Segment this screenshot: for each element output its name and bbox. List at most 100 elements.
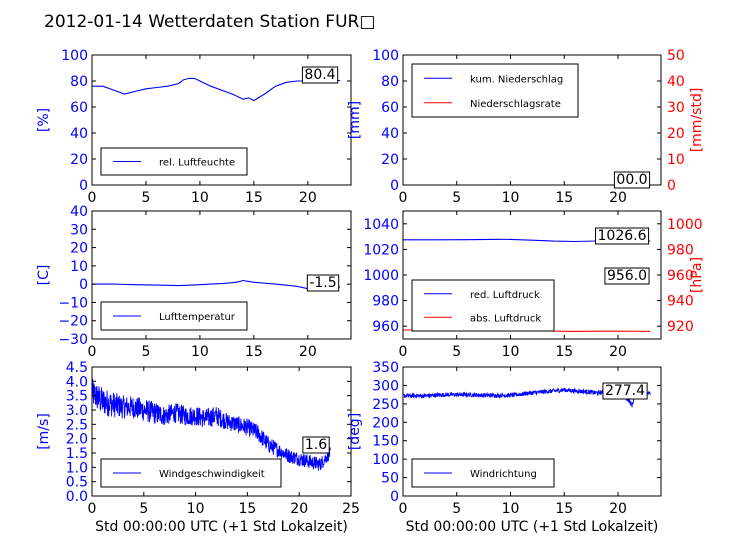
x-tick-label: 20 [609, 190, 627, 206]
axes-frame [91, 54, 352, 186]
panel-humidity: 0 5 10 15 20 0 20 40 60 80 100 [%] rel. Luftfeuchte 8… [36, 48, 352, 206]
legend-entry: Niederschlagsrate [470, 99, 561, 110]
y2-tick-label: 20 [667, 126, 685, 142]
value-annotation: 1026.6 [598, 228, 647, 244]
y-tick-label: 1.5 [66, 446, 88, 462]
y-tick-label: 4.0 [66, 374, 88, 390]
y-tick-label: −20 [58, 314, 88, 330]
legend-entry: abs. Luftdruck [470, 313, 541, 324]
y-axis-label: [deg] [347, 413, 363, 450]
legend: Lufttemperatur [100, 301, 248, 331]
x-tick-label: 15 [245, 344, 263, 360]
x-tick-label: 20 [299, 190, 317, 206]
y-tick-label: 0 [79, 277, 88, 293]
y-tick-label: 20 [381, 152, 399, 168]
y2-axis-label: [hPa] [689, 257, 705, 293]
y-tick-label: 10 [70, 259, 88, 275]
value-annotation-box [595, 227, 650, 245]
y-tick-label: 0 [79, 178, 88, 194]
y-axis-label: [%] [36, 108, 52, 132]
x-tick-label: 10 [187, 501, 205, 517]
axes-frame [402, 366, 662, 497]
x-tick-label: 15 [555, 190, 573, 206]
x-tick-label: 5 [452, 344, 461, 360]
legend-entry: Windrichtung [470, 469, 537, 480]
axes-frame [91, 210, 352, 340]
x-tick-label: 15 [245, 190, 263, 206]
series-line-lufttemperatur [92, 279, 341, 290]
value-annotation-box [306, 274, 340, 292]
value-annotation-box [301, 66, 339, 84]
x-tick-label: 20 [299, 344, 317, 360]
y2-tick-label: 10 [667, 152, 685, 168]
panel-precipitation: 0 5 10 15 20 0 20 40 60 80 100 0 10 20 30 40 50 [mm] [mm/s… [347, 48, 705, 206]
y-tick-label: 20 [70, 152, 88, 168]
x-tick-label: 5 [141, 190, 150, 206]
x-tick-label: 0 [88, 190, 97, 206]
y2-tick-label: 1000 [667, 217, 703, 233]
x-tick-label: 15 [555, 501, 573, 517]
axes-frame [91, 366, 352, 497]
x-tick-label: 5 [141, 344, 150, 360]
axes-frame [402, 54, 662, 186]
legend: Windrichtung [411, 458, 555, 488]
value-annotation-box [613, 171, 651, 189]
y-tick-label: 2.0 [66, 432, 88, 448]
panel-temperature: 0 5 10 15 20 −30 −20 −10 0 10 20 30 40 [C] Lufttempera… [36, 204, 352, 360]
panel-windspeed: 0 5 10 15 20 25 0.00.51.01.52.02.53.03.54.04.5… [36, 360, 360, 535]
y-tick-label: 1.0 [66, 460, 88, 476]
legend-entry: red. Luftdruck [470, 290, 540, 301]
x-tick-label: 10 [191, 344, 209, 360]
value-annotation: 00.0 [616, 172, 647, 188]
y-tick-label: 80 [381, 74, 399, 90]
y-axis-label: [m/s] [36, 413, 52, 450]
y-tick-label: −30 [58, 332, 88, 348]
legend-entry: rel. Luftfeuchte [159, 158, 235, 169]
x-tick-label: 10 [502, 344, 520, 360]
y-tick-label: 40 [70, 204, 88, 220]
y-tick-label: 0.0 [66, 489, 88, 505]
y2-tick-label: 30 [667, 100, 685, 116]
y-tick-label: 0.5 [66, 475, 88, 491]
y-tick-label: 60 [381, 100, 399, 116]
x-tick-label: 15 [555, 344, 573, 360]
y-tick-label: 1020 [363, 242, 399, 258]
y2-tick-label: 0 [667, 178, 676, 194]
y-tick-label: 80 [70, 74, 88, 90]
value-annotation: 277.4 [605, 383, 645, 399]
series-line-rel-luftfeuchte [92, 77, 341, 102]
y2-axis-label: [mm/std] [689, 88, 705, 153]
legend: red. Luftdruck abs. Luftdruck [411, 279, 555, 332]
x-tick-label: 5 [139, 501, 148, 517]
y-tick-label: 1000 [363, 268, 399, 284]
y-tick-label: 0 [390, 489, 399, 505]
y-tick-label: 100 [372, 452, 399, 468]
y2-tick-label: 980 [667, 242, 694, 258]
x-tick-label: 5 [452, 501, 461, 517]
y-axis-label: [C] [36, 265, 52, 286]
x-tick-label: 20 [609, 501, 627, 517]
x-axis-label: Std 00:00:00 UTC (+1 Std Lokalzeit) [406, 519, 659, 535]
y-tick-label: 3.5 [66, 389, 88, 405]
y-tick-label: 350 [372, 360, 399, 376]
y-tick-label: 980 [372, 294, 399, 310]
x-tick-label: 20 [290, 501, 308, 517]
y-tick-label: 200 [372, 415, 399, 431]
y-tick-label: 40 [381, 126, 399, 142]
y2-tick-label: 50 [667, 48, 685, 64]
x-tick-label: 25 [342, 501, 360, 517]
y-tick-label: 1040 [363, 217, 399, 233]
panel-pressure: 0 5 10 15 20 960 980 1000 1020 1040 920 940 960 980 10… [363, 210, 705, 360]
figure-title: 2012-01-14 Wetterdaten Station FUR□ [44, 12, 375, 32]
legend-box [411, 279, 555, 332]
x-tick-label: 10 [502, 190, 520, 206]
y2-tick-label: 940 [667, 294, 694, 310]
legend: Windgeschwindigkeit [100, 458, 282, 488]
legend: rel. Luftfeuchte [100, 147, 248, 176]
y-tick-label: 60 [70, 100, 88, 116]
y-tick-label: 150 [372, 434, 399, 450]
x-tick-label: 10 [191, 190, 209, 206]
legend-box [411, 63, 579, 118]
legend-entry: Windgeschwindigkeit [159, 469, 265, 480]
